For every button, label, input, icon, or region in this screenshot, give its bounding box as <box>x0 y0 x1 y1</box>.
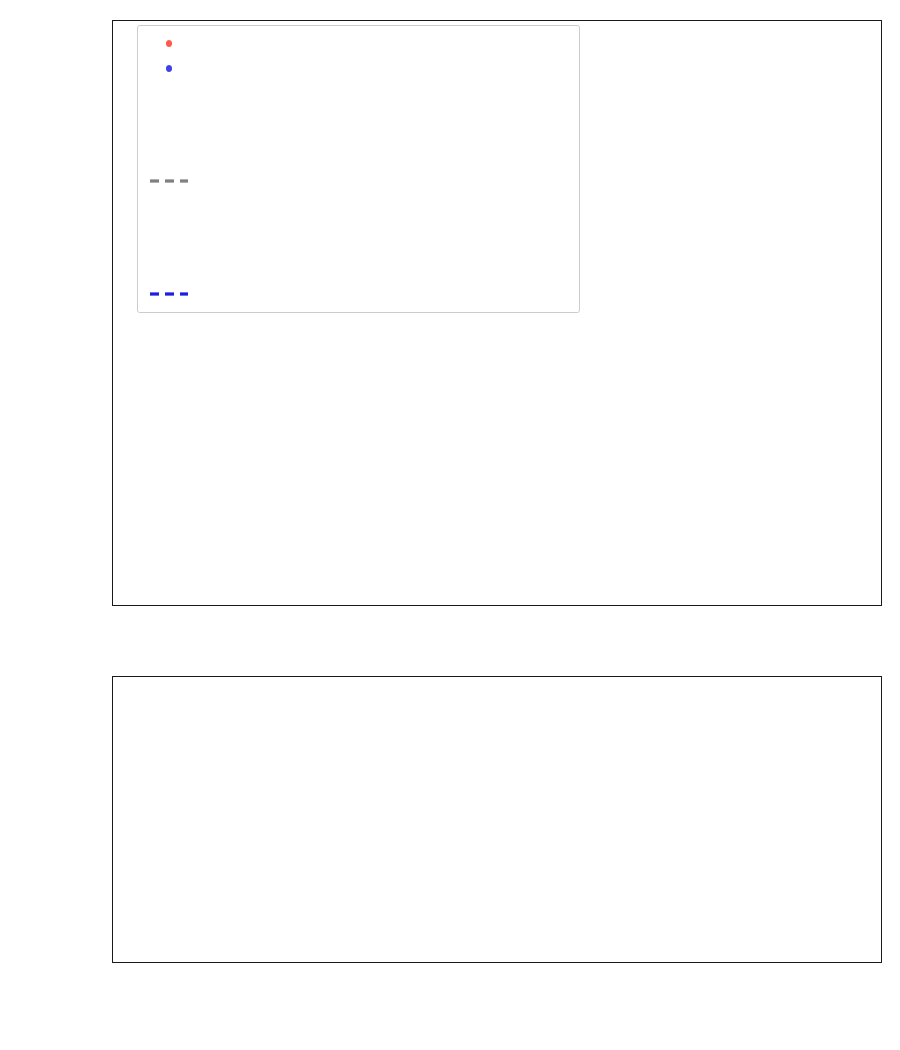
legend-entry-fit <box>146 281 571 306</box>
legend-label-platepar <box>192 81 242 281</box>
legend-entry-raw <box>146 31 571 56</box>
legend-marker-corrected-icon <box>146 65 192 72</box>
photometry-legend <box>137 25 580 313</box>
legend-marker-raw-icon <box>146 40 192 47</box>
fit-residuals-axes <box>112 676 882 963</box>
legend-entry-platepar <box>146 81 571 281</box>
legend-dashed-blue-line-icon <box>146 289 192 299</box>
legend-dashed-gray-line-icon <box>146 176 192 186</box>
residuals-plot-surface <box>113 677 881 962</box>
legend-entry-corrected <box>146 56 571 81</box>
